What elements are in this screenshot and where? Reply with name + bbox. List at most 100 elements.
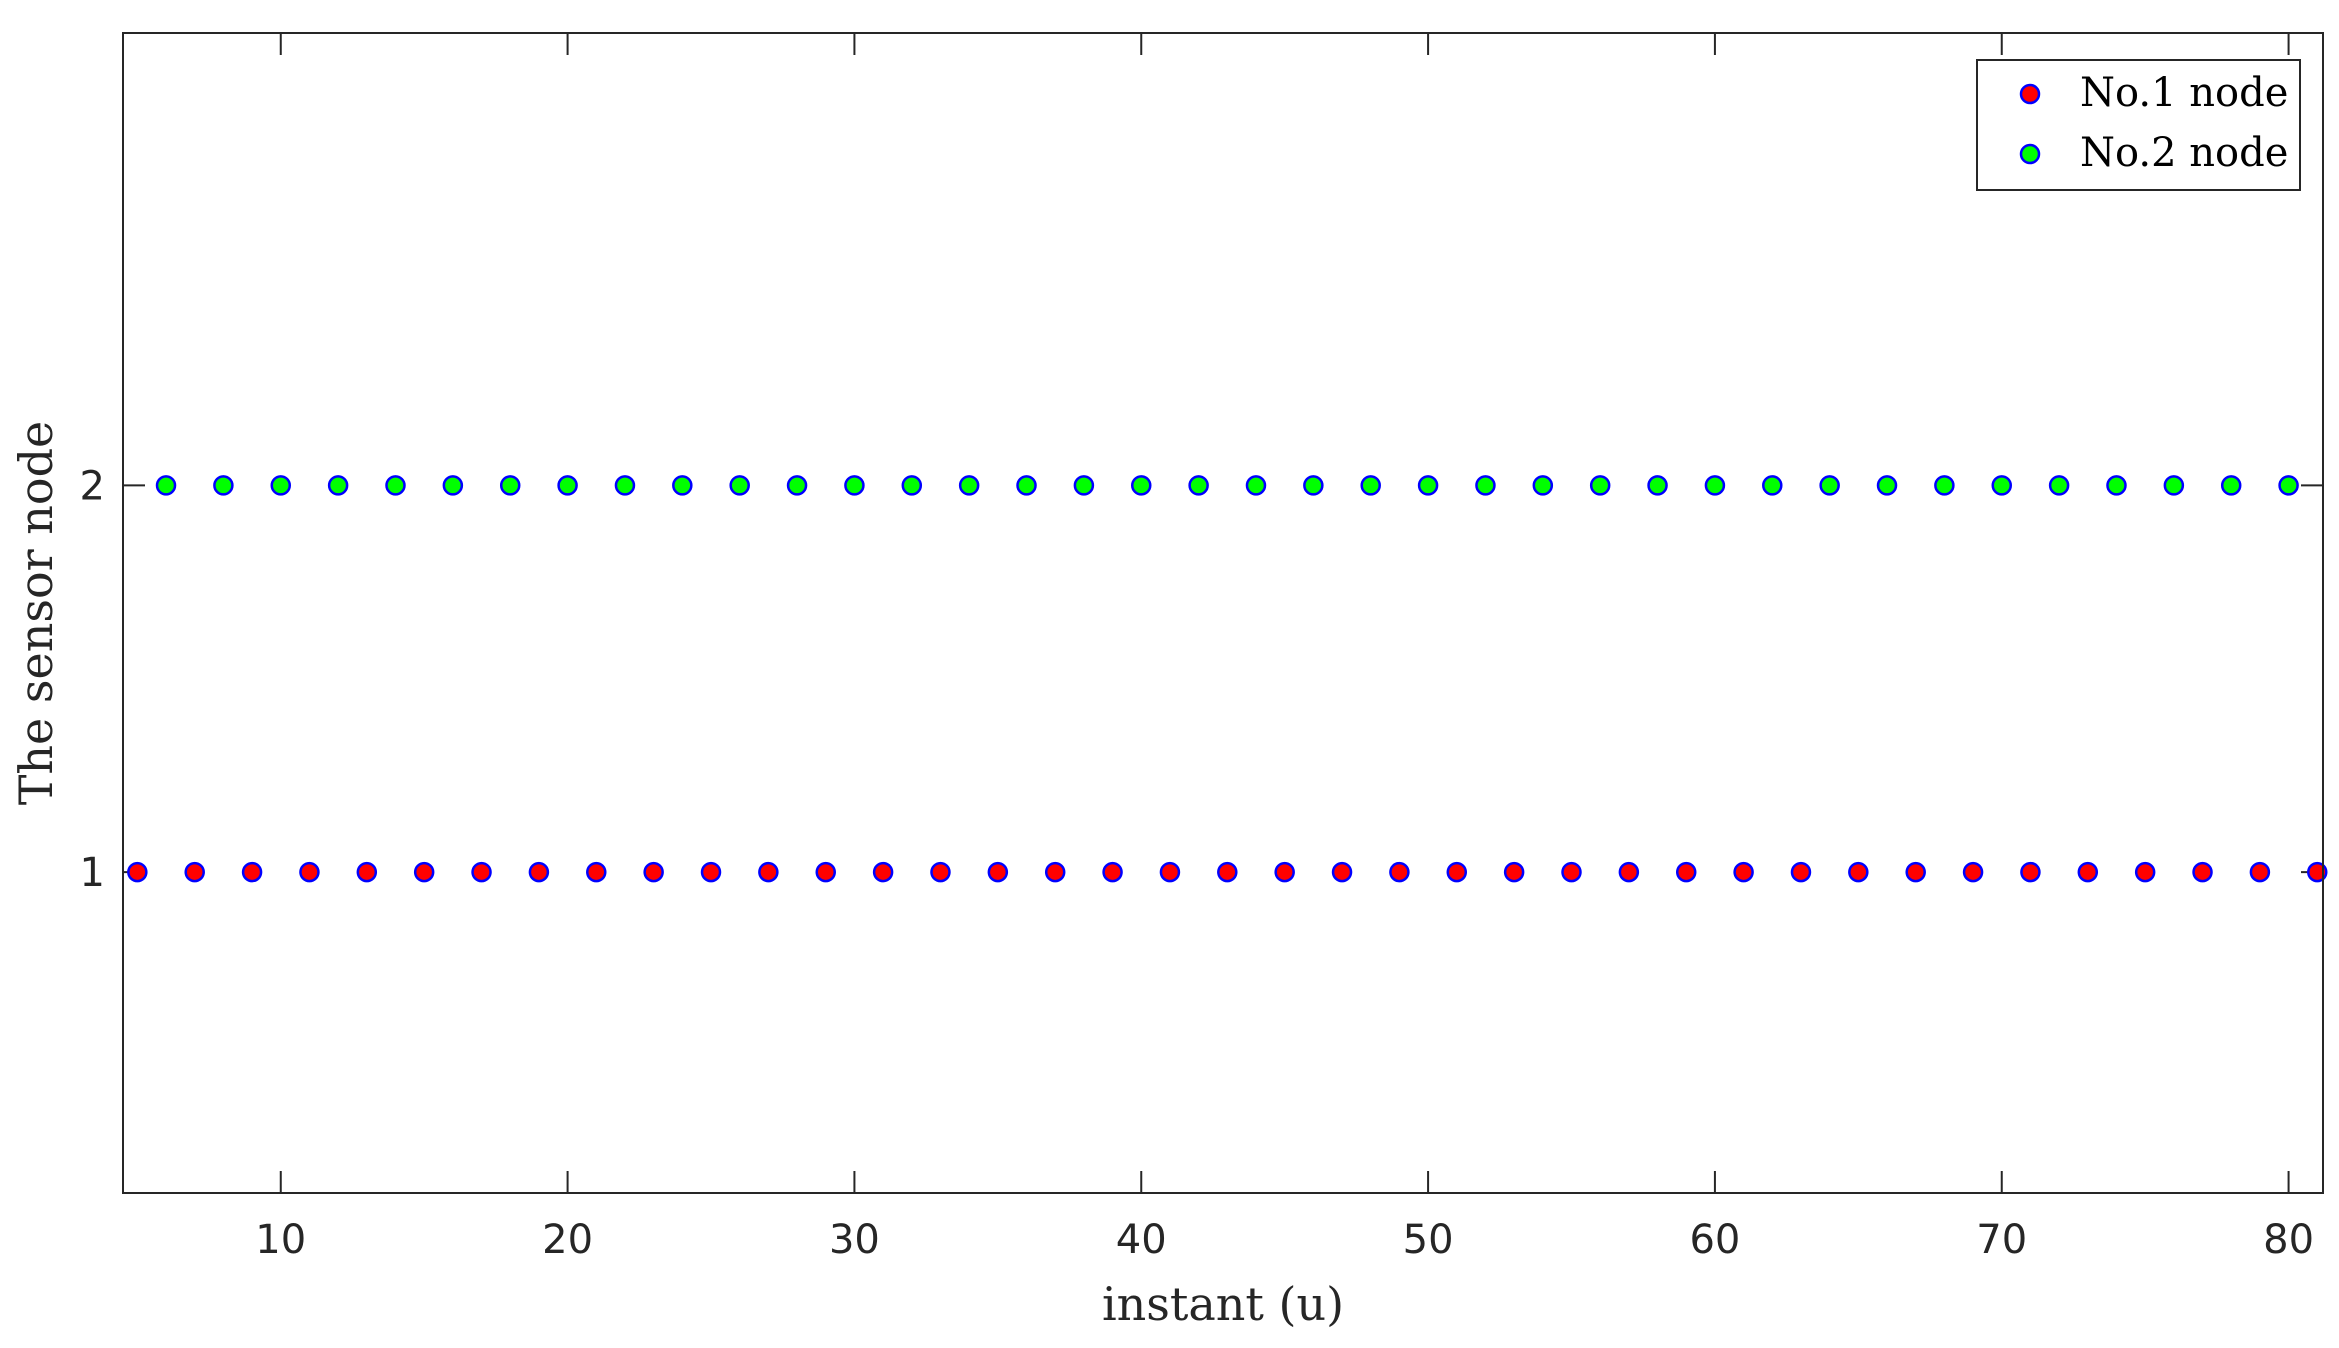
x-tick-label: 20: [542, 1217, 593, 1263]
data-point-series-1: [758, 861, 779, 883]
data-point-series-1: [987, 861, 1009, 883]
data-point-series-1: [930, 861, 951, 883]
data-point-series-2: [1073, 475, 1095, 496]
data-point-series-1: [2077, 861, 2099, 883]
data-point-series-2: [213, 475, 234, 496]
data-point-series-2: [1704, 475, 1726, 496]
data-point-series-1: [241, 861, 263, 883]
data-point-series-1: [586, 861, 607, 883]
data-point-series-2: [1647, 475, 1668, 496]
data-point-series-1: [1848, 861, 1869, 883]
plot-area: [123, 33, 2323, 1193]
data-point-series-1: [643, 861, 664, 883]
tick-labels: 10 20 30 40 50 60 70 80 1 2: [80, 463, 2314, 1263]
data-point-series-2: [1188, 475, 1209, 496]
data-point-series-1: [413, 861, 435, 883]
data-point-series-1: [2307, 861, 2328, 883]
data-point-series-2: [2106, 475, 2127, 496]
data-point-series-2: [1360, 475, 1381, 496]
data-point-series-2: [1762, 475, 1783, 496]
data-point-series-2: [1131, 475, 1152, 496]
y-tick-label: 2: [80, 463, 105, 509]
data-point-series-2: [1475, 475, 1496, 496]
data-point-series-2: [729, 475, 750, 496]
data-point-series-2: [1991, 475, 2012, 496]
data-point-series-1: [299, 861, 320, 883]
data-point-series-1: [1159, 861, 1181, 883]
data-point-series-2: [442, 475, 464, 496]
data-point-series-2: [1819, 475, 1840, 496]
data-point-series-1: [1962, 861, 1984, 883]
legend-marker-no1-node: [2019, 83, 2041, 105]
x-tick-label: 70: [1976, 1217, 2027, 1263]
data-point-series-2: [499, 475, 521, 496]
data-point-series-2: [901, 475, 923, 496]
data-point-series-1: [1446, 861, 1468, 883]
data-point-series-1: [1905, 861, 1926, 883]
legend-label-no1-node: No.1 node: [2080, 70, 2288, 116]
data-point-series-2: [1934, 475, 1955, 496]
data-point-series-2: [2163, 475, 2185, 496]
data-point-series-1: [184, 861, 205, 883]
legend: No.1 node No.2 node: [1976, 59, 2301, 191]
data-point-series-2: [672, 475, 693, 496]
data-point-series-1: [1561, 861, 1582, 883]
data-point-series-2: [1417, 475, 1439, 496]
data-point-series-1: [1389, 861, 1410, 883]
data-point-series-2: [2220, 475, 2242, 496]
data-point-series-2: [2048, 475, 2070, 496]
x-tick-label: 80: [2263, 1217, 2314, 1263]
legend-box: [1976, 59, 2301, 191]
data-point-series-2: [1876, 475, 1898, 496]
x-tick-label: 50: [1403, 1217, 1454, 1263]
legend-label-no2-node: No.2 node: [2080, 130, 2288, 176]
data-point-series-2: [1245, 475, 1267, 496]
x-tick-label: 60: [1689, 1217, 1740, 1263]
data-point-series-2: [614, 475, 636, 496]
data-point-series-2: [327, 475, 349, 496]
data-point-series-1: [1733, 861, 1754, 883]
data-point-series-1: [127, 861, 148, 883]
data-point-series-2: [1303, 475, 1324, 496]
data-point-series-1: [1274, 861, 1295, 883]
data-point-series-2: [844, 475, 865, 496]
x-tick-label: 10: [255, 1217, 306, 1263]
data-point-series-1: [2192, 861, 2213, 883]
data-point-series-1: [1675, 861, 1697, 883]
y-axis-label: The sensor node: [9, 421, 63, 806]
plot-frame: [122, 32, 2324, 1194]
data-point-series-1: [2249, 861, 2271, 883]
data-point-series-1: [471, 861, 492, 883]
data-point-series-1: [815, 861, 836, 883]
data-point-series-1: [700, 861, 722, 883]
data-point-series-1: [1618, 861, 1640, 883]
x-tick-label: 30: [829, 1217, 880, 1263]
data-point-series-1: [1790, 861, 1812, 883]
x-tick-label: 40: [1116, 1217, 1167, 1263]
data-point-series-2: [958, 475, 980, 496]
data-point-series-2: [155, 475, 177, 496]
data-point-series-1: [356, 861, 378, 883]
data-point-series-1: [1217, 861, 1238, 883]
data-point-series-2: [1532, 475, 1554, 496]
data-point-series-2: [385, 475, 406, 496]
data-point-series-1: [872, 861, 894, 883]
legend-marker-no2-node: [2019, 143, 2041, 165]
data-point-series-2: [1016, 475, 1037, 496]
data-markers: [127, 475, 2328, 883]
data-point-series-2: [557, 475, 578, 496]
data-point-series-2: [270, 475, 292, 496]
data-point-series-1: [1102, 861, 1123, 883]
data-point-series-1: [2020, 861, 2041, 883]
data-point-series-1: [1503, 861, 1525, 883]
data-point-series-2: [786, 475, 808, 496]
data-point-series-1: [1331, 861, 1353, 883]
data-point-series-1: [528, 861, 550, 883]
data-point-series-2: [2278, 475, 2299, 496]
x-axis-label: instant (u): [1102, 1277, 1344, 1331]
data-point-series-2: [1589, 475, 1611, 496]
y-tick-label: 1: [80, 850, 105, 896]
data-point-series-1: [1044, 861, 1066, 883]
data-point-series-1: [2134, 861, 2156, 883]
